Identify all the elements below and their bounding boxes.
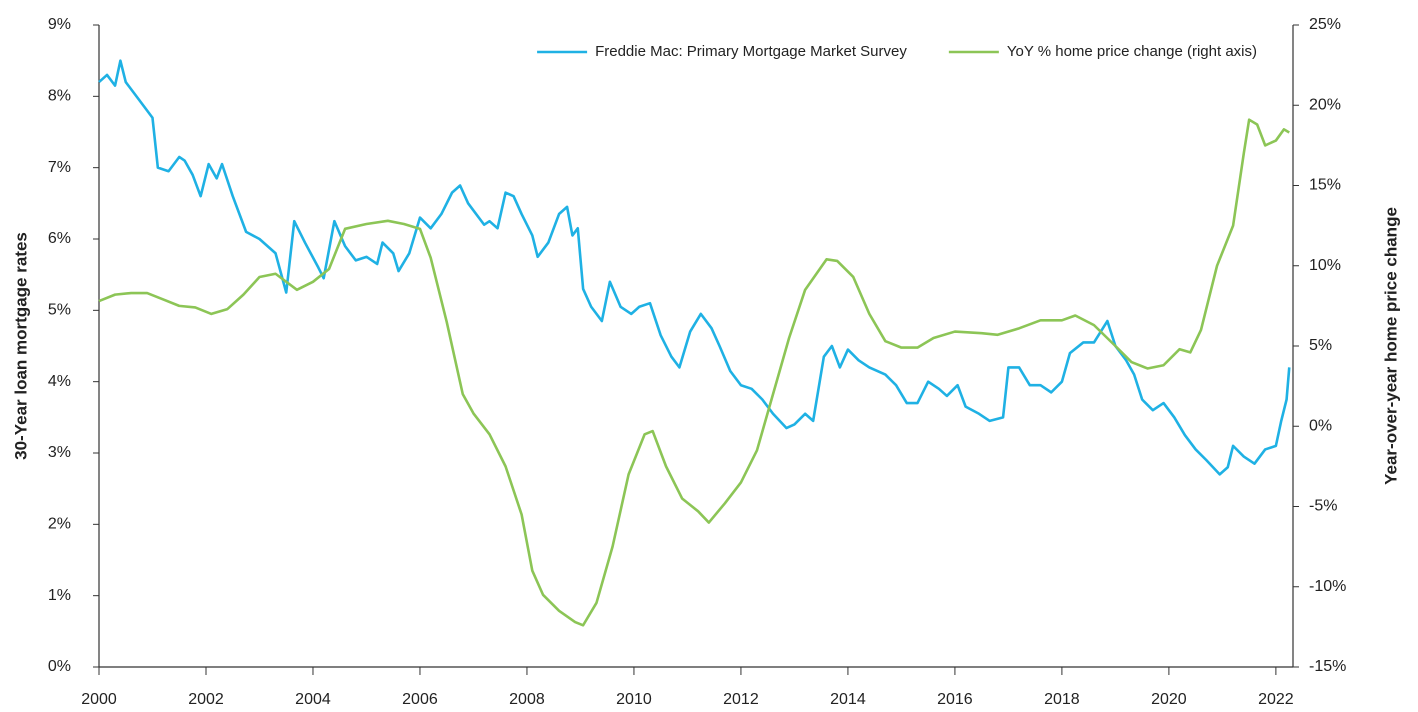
x-tick-label: 2016 bbox=[937, 691, 973, 708]
y2-tick-label: -5% bbox=[1309, 498, 1337, 515]
y2-tick-label: 10% bbox=[1309, 257, 1341, 274]
y2-tick-label: -10% bbox=[1309, 578, 1346, 595]
x-tick-label: 2008 bbox=[509, 691, 545, 708]
y2-tick-label: 25% bbox=[1309, 16, 1341, 33]
x-tick-label: 2002 bbox=[188, 691, 224, 708]
legend-label: Freddie Mac: Primary Mortgage Market Sur… bbox=[595, 43, 907, 60]
y-tick-label: 3% bbox=[48, 444, 71, 461]
x-tick-label: 2022 bbox=[1258, 691, 1294, 708]
y-tick-label: 1% bbox=[48, 587, 71, 604]
y2-tick-label: -15% bbox=[1309, 658, 1346, 675]
legend-label: YoY % home price change (right axis) bbox=[1007, 43, 1257, 60]
y-tick-label: 9% bbox=[48, 16, 71, 33]
y-tick-label: 4% bbox=[48, 373, 71, 390]
y-tick-label: 5% bbox=[48, 302, 71, 319]
y-tick-label: 6% bbox=[48, 230, 71, 247]
series-line bbox=[98, 118, 1290, 627]
y2-tick-label: 20% bbox=[1309, 96, 1341, 113]
y-tick-label: 7% bbox=[48, 159, 71, 176]
x-tick-label: 2018 bbox=[1044, 691, 1080, 708]
x-tick-label: 2014 bbox=[830, 691, 866, 708]
x-tick-label: 2010 bbox=[616, 691, 652, 708]
y-tick-label: 8% bbox=[48, 88, 71, 105]
series-line bbox=[98, 59, 1291, 476]
x-tick-label: 2006 bbox=[402, 691, 438, 708]
x-tick-label: 2020 bbox=[1151, 691, 1187, 708]
x-tick-label: 2000 bbox=[81, 691, 117, 708]
y-axis-title: 30-Year loan mortgage rates bbox=[11, 232, 30, 460]
y2-tick-label: 15% bbox=[1309, 177, 1341, 194]
y-tick-label: 2% bbox=[48, 516, 71, 533]
y-tick-label: 0% bbox=[48, 658, 71, 675]
x-tick-label: 2012 bbox=[723, 691, 759, 708]
y2-axis-title: Year-over-year home price change bbox=[1381, 207, 1400, 485]
y2-tick-label: 0% bbox=[1309, 417, 1332, 434]
x-tick-label: 2004 bbox=[295, 691, 331, 708]
y2-tick-label: 5% bbox=[1309, 337, 1332, 354]
